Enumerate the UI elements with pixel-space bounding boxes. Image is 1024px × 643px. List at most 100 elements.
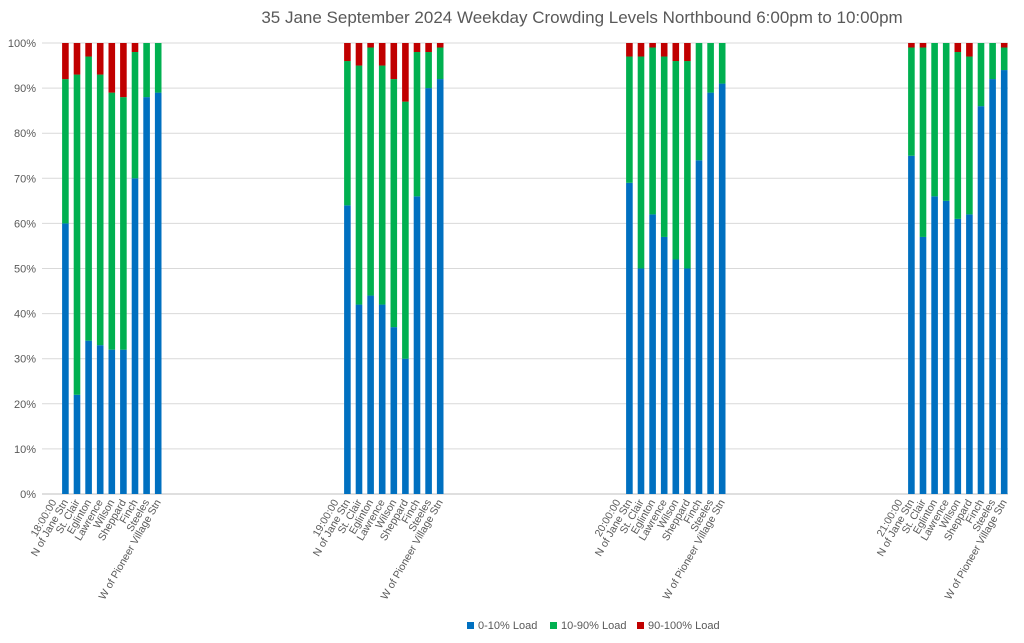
bar-segment: [96, 345, 104, 494]
bar-segment: [108, 92, 116, 350]
bar-segment: [718, 83, 726, 494]
bar-segment: [378, 65, 386, 305]
legend-label: 90-100% Load: [648, 620, 720, 632]
legend-swatch: [467, 622, 474, 629]
y-tick-label: 40%: [14, 309, 36, 321]
bar-segment: [931, 196, 938, 494]
bar-segment: [649, 43, 656, 48]
legend-item: 90-100% Load: [637, 620, 720, 632]
bar-segment: [85, 43, 92, 57]
bar-segment: [154, 43, 162, 93]
bar-segment: [402, 43, 409, 102]
y-tick-label: 90%: [14, 83, 36, 95]
bar-segment: [989, 79, 996, 494]
y-tick-label: 30%: [14, 354, 36, 366]
bar-segment: [344, 205, 351, 495]
bar-segment: [908, 155, 915, 494]
bar-segment: [989, 43, 996, 80]
bar-segment: [367, 295, 374, 494]
y-tick-label: 100%: [8, 38, 36, 50]
bar-segment: [378, 304, 386, 494]
bar-segment: [660, 56, 668, 237]
bar-segment: [626, 56, 633, 183]
bar-segment: [966, 56, 973, 215]
bar-segment: [402, 101, 409, 359]
bar-segment: [966, 214, 973, 494]
bar-segment: [390, 79, 398, 328]
bar-segment: [1000, 70, 1008, 494]
bar-segment: [684, 43, 691, 62]
bar-segment: [436, 79, 444, 494]
bar-segment: [425, 88, 432, 494]
bar-segment: [355, 304, 363, 494]
bar-segment: [954, 52, 962, 219]
bar-segment: [96, 74, 104, 346]
legend-label: 0-10% Load: [478, 620, 537, 632]
bar-segment: [143, 43, 150, 98]
bar-segment: [707, 92, 714, 495]
bar-segment: [684, 268, 691, 494]
bar-segment: [954, 43, 962, 53]
bar-segment: [977, 106, 985, 494]
bar-segment: [73, 43, 81, 75]
bar-segment: [425, 52, 432, 89]
bar-segment: [367, 43, 374, 48]
bar-segment: [649, 214, 656, 494]
bar-segment: [96, 43, 104, 75]
bar-segment: [62, 223, 69, 494]
bar-segment: [378, 43, 386, 66]
bar-segment: [436, 43, 444, 48]
bar-segment: [637, 56, 645, 269]
bar-segment: [695, 160, 703, 494]
bar-segment: [120, 43, 127, 98]
bar-segment: [131, 178, 139, 495]
bar-segment: [402, 358, 409, 494]
bar-segment: [390, 327, 398, 494]
chart-title: 35 Jane September 2024 Weekday Crowding …: [261, 8, 902, 27]
bar-segment: [637, 268, 645, 494]
legend-label: 10-90% Load: [561, 620, 626, 632]
y-axis-ticks: 0% 10% 20% 30% 40% 50% 60% 70% 80% 90% 100%: [8, 38, 36, 501]
bar-segment: [62, 79, 69, 224]
bar-segment: [355, 65, 363, 305]
bar-segment: [413, 43, 421, 53]
bar-segment: [425, 43, 432, 53]
bar-segment: [355, 43, 363, 66]
bar-segment: [919, 236, 927, 494]
legend-item: 0-10% Load: [467, 620, 537, 632]
bar-segment: [942, 43, 950, 201]
legend-item: 10-90% Load: [550, 620, 626, 632]
bar-segment: [672, 43, 680, 62]
y-tick-label: 70%: [14, 173, 36, 185]
bar-segment: [707, 43, 714, 93]
bar-segment: [931, 43, 938, 197]
bar-segment: [672, 61, 680, 260]
bar-segment: [954, 218, 962, 494]
bar-segment: [131, 52, 139, 179]
y-tick-label: 10%: [14, 444, 36, 456]
bar-segment: [977, 43, 985, 107]
y-tick-label: 0%: [20, 489, 36, 501]
bar-segment: [637, 43, 645, 57]
y-tick-label: 60%: [14, 218, 36, 230]
bar-segment: [436, 47, 444, 80]
bar-segment: [684, 61, 691, 269]
bar-segment: [120, 97, 127, 350]
bar-segment: [942, 200, 950, 494]
gridlines: [42, 42, 1008, 495]
bar-segment: [131, 43, 139, 53]
bar-segment: [908, 47, 915, 156]
bar-segment: [672, 259, 680, 494]
bar-segment: [660, 43, 668, 57]
legend: 0-10% Load 10-90% Load 90-100% Load: [467, 620, 720, 632]
bar-segment: [108, 349, 116, 494]
bar-segment: [626, 43, 633, 57]
legend-swatch: [550, 622, 557, 629]
bar-segment: [413, 196, 421, 494]
bar-segment: [660, 236, 668, 494]
bar-segment: [154, 92, 162, 495]
bar-segment: [649, 47, 656, 215]
bar-segment: [908, 43, 915, 48]
